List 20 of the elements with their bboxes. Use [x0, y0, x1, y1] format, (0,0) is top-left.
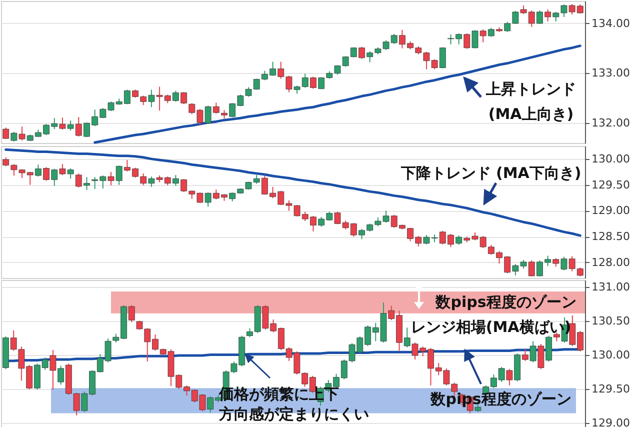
annotation: 上昇トレンド	[485, 80, 576, 98]
band-label: 数pips程度のゾーン	[434, 293, 576, 311]
y-tick-label: 131.00	[592, 280, 630, 294]
line-series	[94, 44, 582, 144]
y-tick-label: 130.50	[592, 314, 630, 328]
y-tick-label: 129.50	[592, 382, 630, 396]
y-tick-label: 128.50	[592, 230, 630, 244]
y-tick-label: 130.00	[592, 152, 630, 166]
y-tick-label: 129.00	[592, 416, 630, 427]
y-tick-label: 129.00	[592, 204, 630, 218]
annotation: (MA上向き)	[488, 105, 574, 123]
y-tick-label: 130.00	[592, 348, 630, 362]
y-tick-label: 128.00	[592, 256, 630, 269]
y-tick-label: 132.00	[592, 116, 630, 130]
line-series	[4, 148, 582, 237]
y-tick-label: 133.00	[592, 66, 630, 80]
annotation: 方向感が定まりにくい	[218, 405, 369, 423]
y-tick-label: 129.50	[592, 178, 630, 192]
annotation: 下降トレンド (MA下向き)	[400, 164, 582, 182]
y-tick-label: 134.00	[592, 16, 630, 30]
